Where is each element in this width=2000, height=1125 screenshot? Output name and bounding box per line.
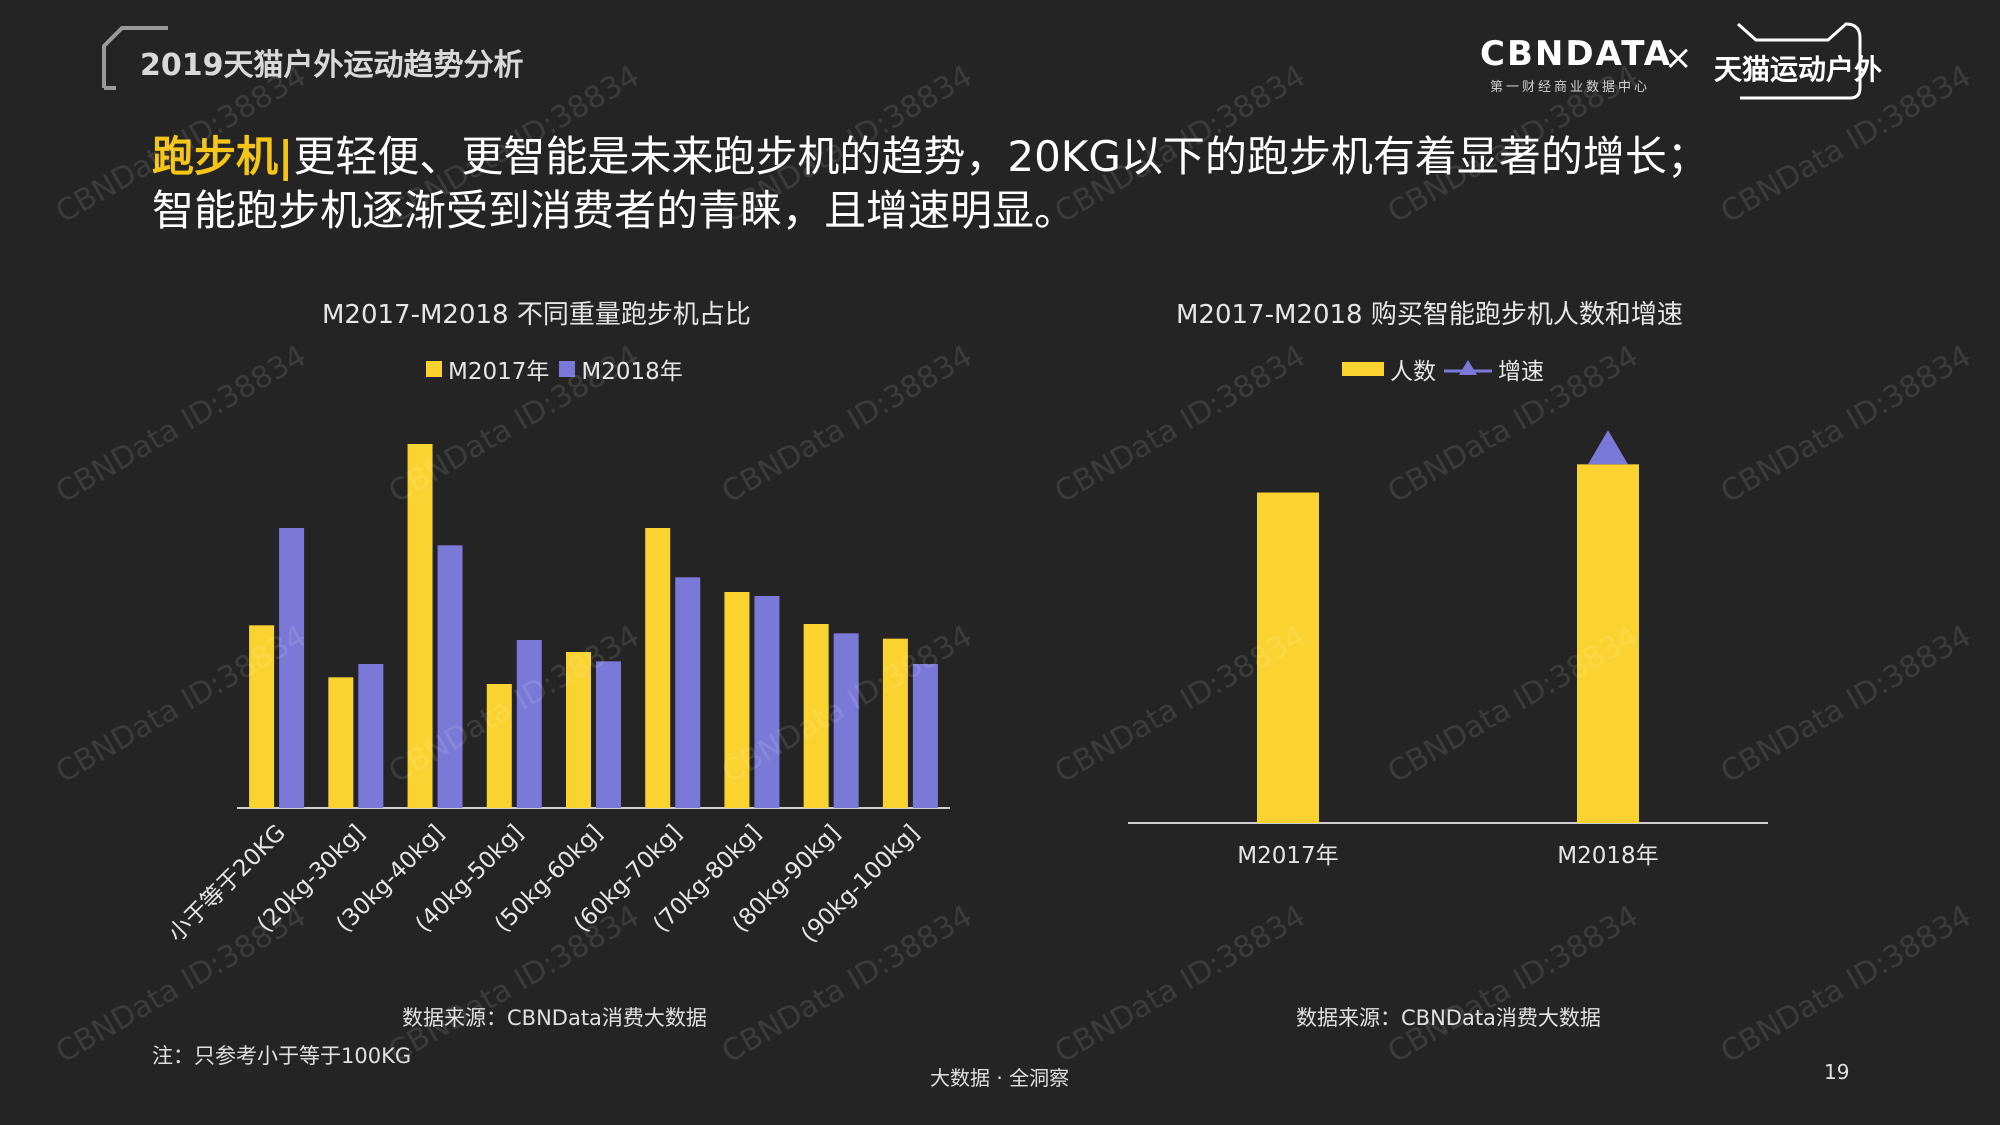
left-chart-source: 数据来源：CBNData消费大数据 xyxy=(402,1006,707,1030)
tmall-logo: 天猫运动户外 xyxy=(1710,18,1883,102)
logo-separator: × xyxy=(1664,38,1693,78)
left-bar-2017-4 xyxy=(566,652,591,808)
right-x-tick-label-0: M2017年 xyxy=(1237,843,1338,869)
left-bar-2018-7 xyxy=(833,633,859,808)
left-bar-2017-0 xyxy=(249,625,275,808)
cbndata-logo-text: CBNDATA xyxy=(1480,34,1673,74)
left-bar-2018-3 xyxy=(516,640,542,808)
headline-keyword: 跑步机| xyxy=(152,132,294,181)
left-bar-2017-7 xyxy=(803,624,829,808)
report-title: 2019天猫户外运动趋势分析 xyxy=(140,48,524,83)
left-bar-2017-5 xyxy=(645,528,671,808)
left-bar-2017-8 xyxy=(882,638,908,808)
left-chart-title: M2017-M2018 不同重量跑步机占比 xyxy=(322,300,751,330)
cbndata-logo-subtitle: 第一财经商业数据中心 xyxy=(1489,80,1650,95)
left-bar-2018-2 xyxy=(437,545,463,808)
right-chart-legend: 人数 增速 xyxy=(1342,352,1544,386)
left-bar-2017-1 xyxy=(328,677,354,808)
legend-label-people: 人数 xyxy=(1390,359,1436,385)
page-number: 19 xyxy=(1824,1060,1850,1084)
left-bar-2018-1 xyxy=(358,664,384,808)
legend-label-growth: 增速 xyxy=(1498,359,1544,385)
right-chart-title: M2017-M2018 购买智能跑步机人数和增速 xyxy=(1176,300,1683,330)
left-bar-2018-5 xyxy=(675,577,701,808)
tmall-cat-icon xyxy=(1737,22,1862,100)
left-bar-2018-4 xyxy=(596,661,621,808)
left-bar-2017-3 xyxy=(486,684,512,808)
right-bar-people-1 xyxy=(1577,464,1639,823)
tmall-logo-text: 天猫运动户外 xyxy=(1714,53,1883,86)
title-bracket-icon xyxy=(102,26,168,90)
headline: 跑步机|更轻便、更智能是未来跑步机的趋势，20KG以下的跑步机有着显著的增长； … xyxy=(152,130,1872,238)
headline-line2: 智能跑步机逐渐受到消费者的青睐，且增速明显。 xyxy=(152,186,1077,235)
right-growth-marker-1 xyxy=(1588,430,1628,465)
right-x-tick-label-1: M2018年 xyxy=(1557,843,1658,869)
headline-line1: 更轻便、更智能是未来跑步机的趋势，20KG以下的跑步机有着显著的增长； xyxy=(293,132,1709,181)
footer-slogan: 大数据 · 全洞察 xyxy=(930,1066,1070,1090)
footnote: 注：只参考小于等于100KG xyxy=(152,1044,412,1068)
left-bar-2018-8 xyxy=(912,664,938,808)
legend-growth-marker-icon xyxy=(1444,360,1492,375)
left-chart-legend: M2017年 M2018年 xyxy=(426,352,683,386)
left-bar-2018-0 xyxy=(279,528,305,808)
left-bar-2017-6 xyxy=(724,592,750,808)
left-bar-2017-2 xyxy=(407,444,433,808)
legend-swatch-people xyxy=(1342,362,1384,376)
legend-swatch-2018 xyxy=(559,361,576,377)
cbndata-logo: CBNDATA 第一财经商业数据中心 xyxy=(1480,34,1673,95)
right-bar-people-0 xyxy=(1257,492,1319,823)
legend-label-2018: M2018年 xyxy=(581,359,683,385)
left-bar-2018-6 xyxy=(754,596,780,808)
legend-swatch-2017 xyxy=(426,361,442,377)
right-chart-source: 数据来源：CBNData消费大数据 xyxy=(1296,1006,1601,1030)
legend-label-2017: M2017年 xyxy=(448,359,550,385)
